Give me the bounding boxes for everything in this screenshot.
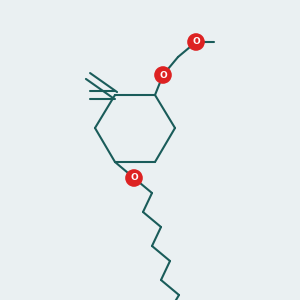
- Circle shape: [188, 34, 204, 50]
- Text: O: O: [192, 38, 200, 46]
- Text: O: O: [159, 70, 167, 80]
- Circle shape: [155, 67, 171, 83]
- Text: O: O: [130, 173, 138, 182]
- Circle shape: [126, 170, 142, 186]
